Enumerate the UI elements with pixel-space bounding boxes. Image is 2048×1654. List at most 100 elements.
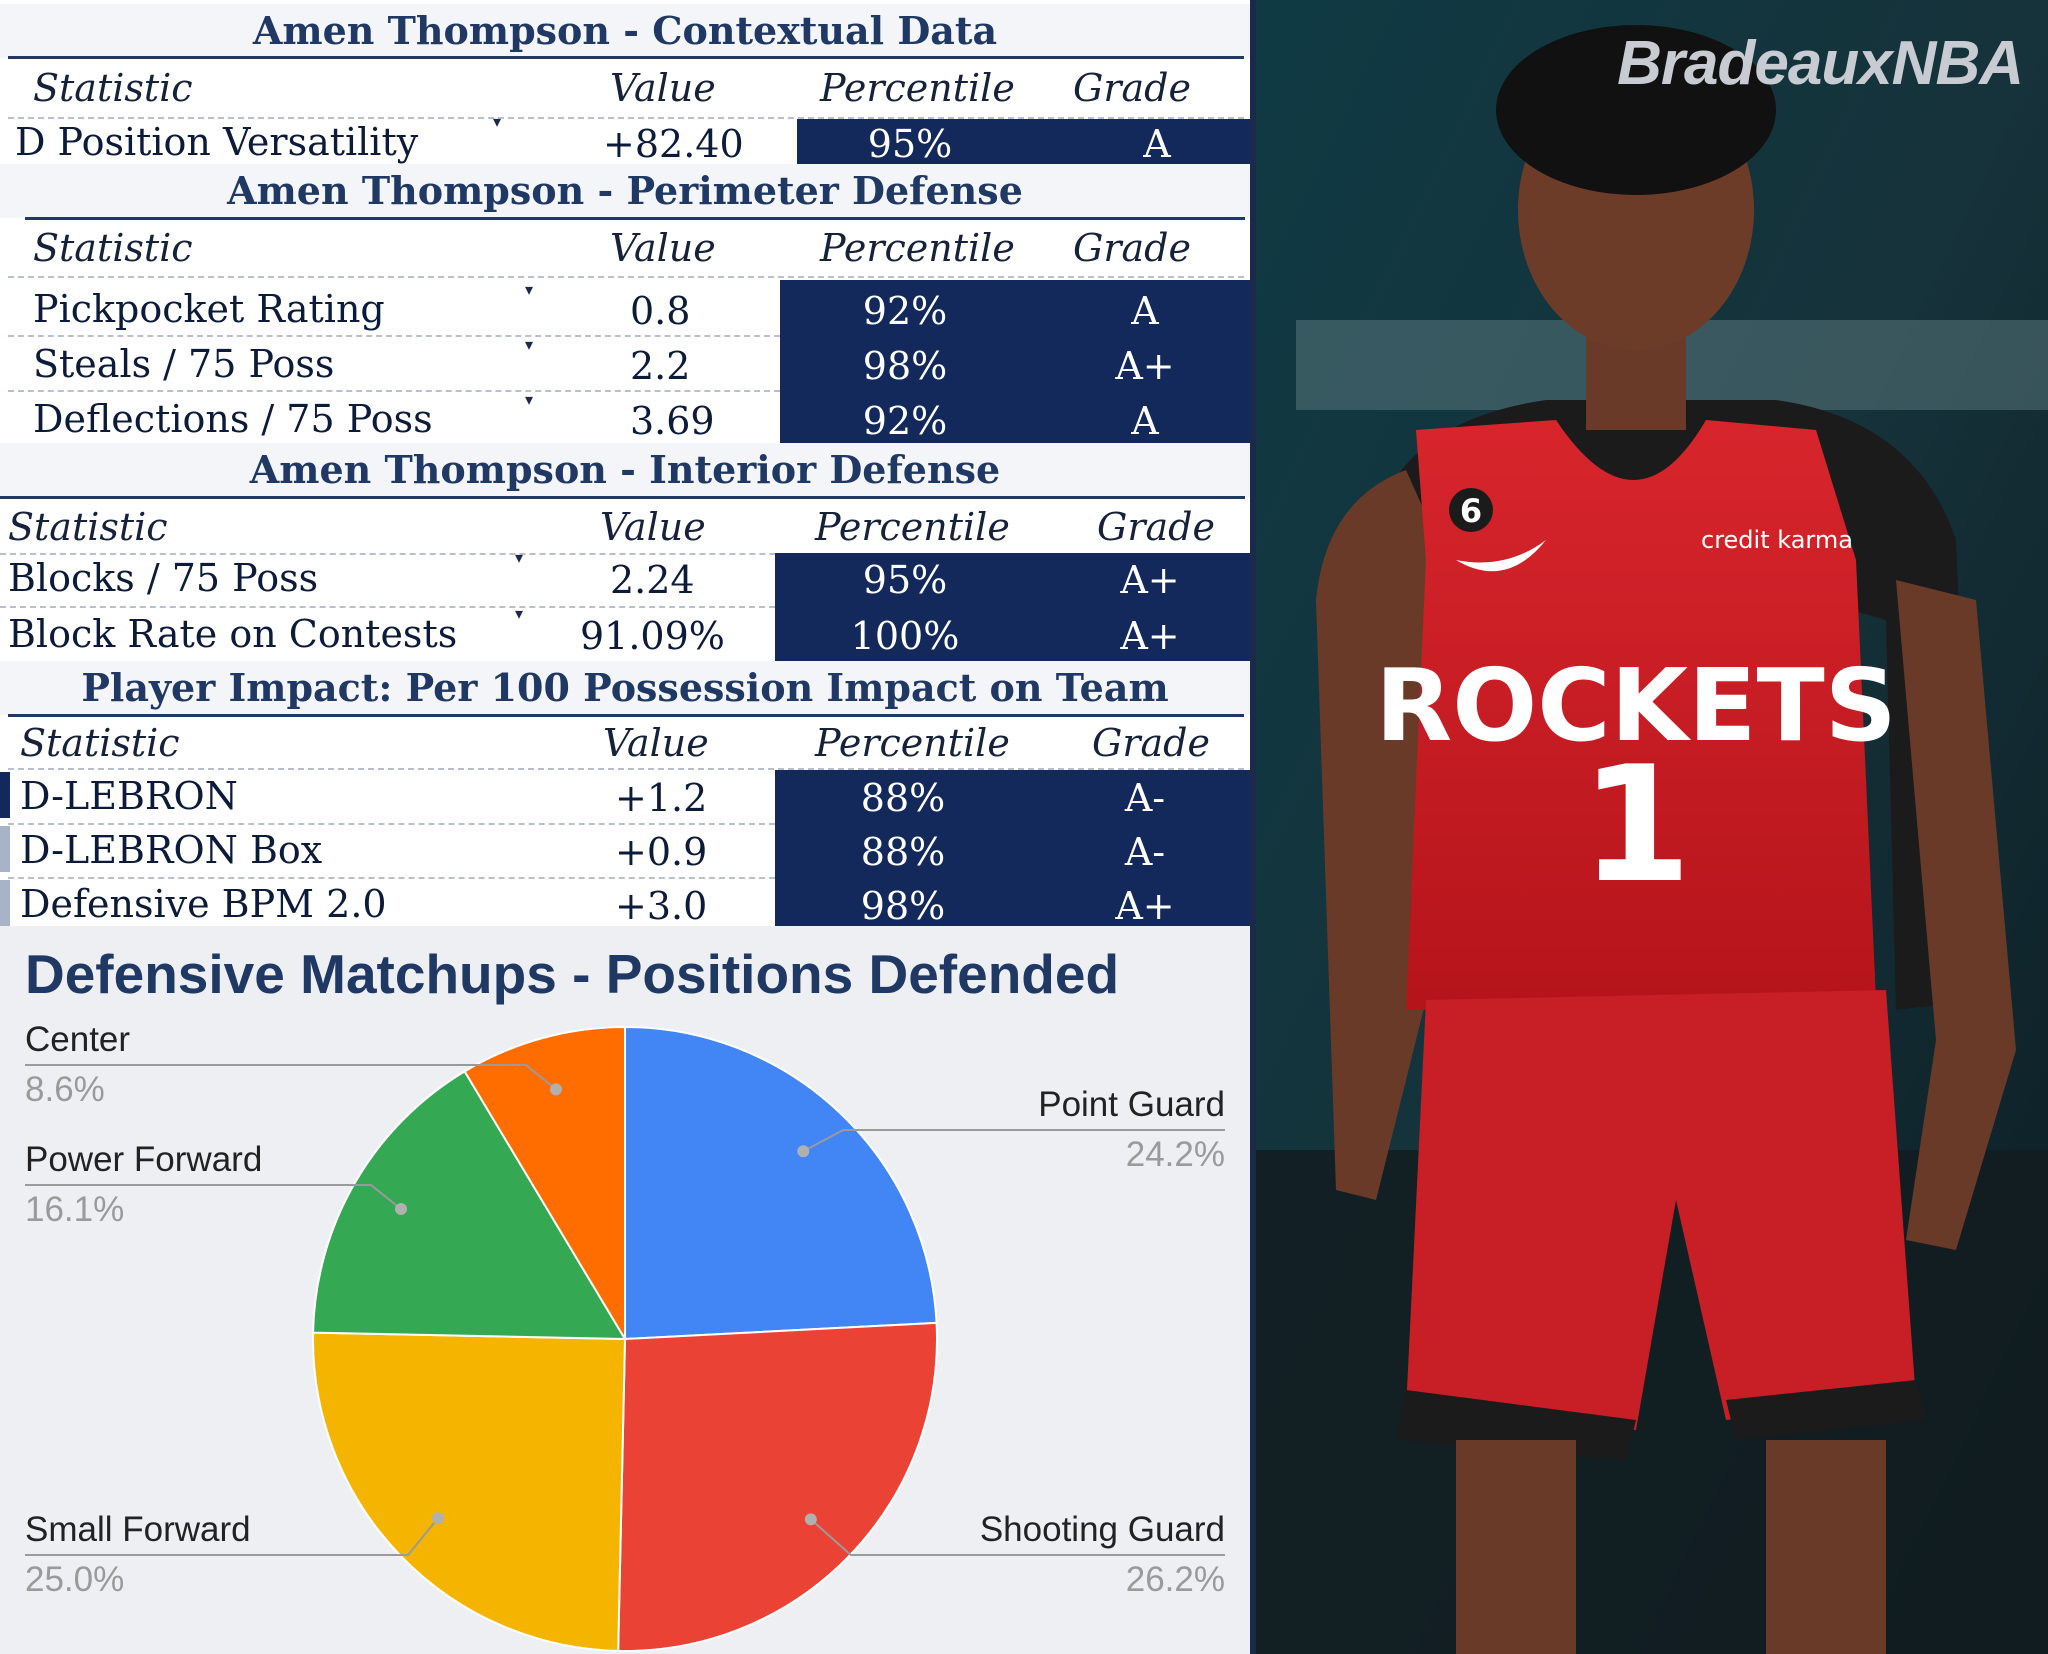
impact-header-value: Value	[603, 721, 709, 765]
sort-tick: ▾	[493, 112, 502, 131]
perimeter-rule	[25, 217, 1245, 220]
perimeter-stat-2: Deflections / 75 Poss	[33, 397, 433, 441]
interior-percentile-1: 100%	[850, 614, 960, 658]
interior-grade-1: A+	[1120, 614, 1180, 658]
interior-value-0: 2.24	[610, 558, 695, 602]
impact-rule	[8, 714, 1244, 717]
pie-leader-dot	[804, 1513, 817, 1526]
pie-label: Shooting Guard	[980, 1510, 1225, 1549]
row-marker	[0, 880, 10, 926]
chart-title: Defensive Matchups - Positions Defended	[25, 943, 1120, 1005]
impact-grade-2: A+	[1115, 884, 1175, 928]
perimeter-stat-1: Steals / 75 Poss	[33, 342, 335, 386]
pie-label: Small Forward	[25, 1510, 251, 1549]
perimeter-header-percentile: Percentile	[820, 226, 1015, 270]
perimeter-value-2: 3.69	[630, 399, 715, 443]
stats-panel: Amen Thompson - Contextual Data Statisti…	[0, 4, 1250, 1654]
interior-grade-band	[775, 553, 1250, 663]
pie-value-label: 26.2%	[1126, 1560, 1225, 1599]
swoosh-icon	[1456, 540, 1546, 572]
impact-header-statistic: Statistic	[20, 721, 180, 765]
interior-header-value: Value	[600, 505, 706, 549]
impact-header-grade: Grade	[1092, 721, 1210, 765]
pie-leader-dot	[549, 1083, 562, 1096]
perimeter-title: Amen Thompson - Perimeter Defense	[0, 164, 1250, 218]
interior-percentile-0: 95%	[862, 558, 948, 602]
contextual-title: Amen Thompson - Contextual Data	[0, 4, 1250, 58]
perimeter-percentile-0: 92%	[862, 289, 948, 333]
pie-value-label: 24.2%	[1126, 1135, 1225, 1174]
perimeter-percentile-2: 92%	[862, 399, 948, 443]
contextual-header-statistic: Statistic	[33, 66, 193, 110]
row-divider	[8, 390, 780, 392]
perimeter-grade-1: A+	[1115, 344, 1175, 388]
interior-stat-0: Blocks / 75 Poss	[8, 556, 319, 600]
sponsor-text: credit karma	[1701, 526, 1853, 554]
perimeter-value-1: 2.2	[630, 344, 691, 388]
interior-grade-0: A+	[1120, 558, 1180, 602]
contextual-percentile: 95%	[867, 122, 953, 166]
pie-slice-small-forward	[312, 1331, 627, 1652]
impact-percentile-0: 88%	[860, 776, 946, 820]
perimeter-value-0: 0.8	[630, 289, 691, 333]
pie-value-label: 25.0%	[25, 1560, 124, 1599]
sort-tick: ▾	[525, 335, 534, 354]
impact-percentile-2: 98%	[860, 884, 946, 928]
patch-number: 6	[1460, 492, 1482, 530]
contextual-grade-band	[797, 119, 1250, 169]
contextual-grade: A	[1143, 122, 1171, 166]
pie-leader-dot	[395, 1203, 408, 1216]
pie-leader-dot	[432, 1512, 445, 1525]
contextual-stat: D Position Versatility	[15, 120, 419, 164]
contextual-value: +82.40	[603, 122, 744, 166]
pie-label: Point Guard	[1038, 1085, 1225, 1124]
impact-header-divider	[8, 768, 1244, 770]
pie-slice-center	[463, 1025, 626, 1343]
row-divider	[8, 877, 775, 879]
sort-tick: ▾	[515, 604, 524, 623]
perimeter-grade-band	[780, 280, 1250, 443]
pie-label: Power Forward	[25, 1140, 262, 1179]
contextual-rule	[8, 56, 1244, 59]
impact-stat-1: D-LEBRON Box	[20, 828, 323, 872]
row-marker	[0, 826, 10, 872]
perimeter-header-statistic: Statistic	[33, 226, 193, 270]
pie-value-label: 8.6%	[25, 1070, 105, 1109]
impact-grade-band	[775, 770, 1250, 928]
impact-header-percentile: Percentile	[815, 721, 1010, 765]
impact-value-2: +3.0	[615, 884, 708, 928]
perimeter-percentile-1: 98%	[862, 344, 948, 388]
interior-header-percentile: Percentile	[815, 505, 1010, 549]
contextual-header-divider	[8, 117, 1244, 119]
interior-value-1: 91.09%	[580, 614, 725, 658]
interior-title: Amen Thompson - Interior Defense	[0, 443, 1250, 497]
patch-icon	[1449, 488, 1493, 532]
pie-chart: Point Guard 24.2% Shooting Guard 26.2% Small…	[25, 1020, 1225, 1652]
pie-value-label: 16.1%	[25, 1190, 124, 1229]
impact-grade-1: A-	[1124, 830, 1166, 874]
perimeter-grade-0: A	[1131, 289, 1159, 333]
pie-slice-power-forward	[312, 1069, 627, 1341]
interior-rule	[0, 496, 1245, 499]
row-divider	[8, 823, 775, 825]
jersey-text: ROCKETS	[1375, 647, 1896, 764]
pie-leader-line	[25, 1517, 439, 1556]
impact-percentile-1: 88%	[860, 830, 946, 874]
impact-grade-0: A-	[1124, 776, 1166, 820]
interior-stat-1: Block Rate on Contests	[8, 612, 458, 656]
row-marker	[0, 772, 10, 818]
pie-leader-line	[810, 1518, 1225, 1556]
watermark: BradeauxNBA	[1617, 29, 2024, 98]
sort-tick: ▾	[525, 280, 534, 299]
pie-slice-point-guard	[624, 1025, 938, 1341]
pie-leader-line	[25, 1184, 402, 1210]
player-illustration: ROCKETS 1 6 credit karma	[1256, 0, 2048, 1654]
perimeter-stat-0: Pickpocket Rating	[33, 287, 385, 331]
impact-title: Player Impact: Per 100 Possession Impact…	[0, 661, 1250, 715]
interior-header-divider	[0, 553, 1245, 555]
impact-value-1: +0.9	[615, 830, 708, 874]
interior-header-statistic: Statistic	[8, 505, 168, 549]
row-divider	[0, 606, 775, 608]
perimeter-header-value: Value	[610, 226, 716, 270]
pie-leader-dot	[797, 1145, 810, 1158]
